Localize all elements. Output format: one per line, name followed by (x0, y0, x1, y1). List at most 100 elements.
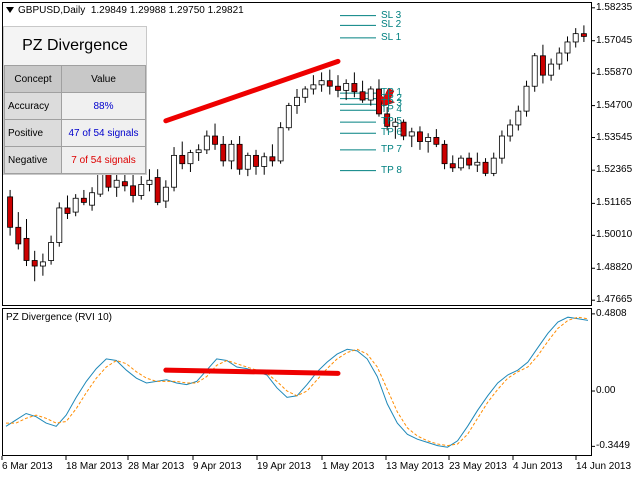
candle (531, 53, 538, 92)
time-axis-label: 9 Apr 2013 (193, 461, 242, 472)
candle (466, 152, 473, 170)
candle (130, 173, 136, 203)
candle (154, 169, 161, 206)
candle (548, 58, 555, 81)
stats-table: Concept Value Accuracy 88% Positive 47 o… (4, 65, 146, 174)
indicator-title: PZ Divergence (RVI 10) (6, 312, 112, 323)
candle-body (23, 237, 30, 261)
candle-body (482, 161, 489, 174)
candle-body (138, 184, 145, 196)
candle-body (31, 260, 38, 267)
candle (343, 79, 350, 101)
level-label: TP 4 (381, 104, 402, 116)
stats-row-concept: Negative (4, 146, 62, 174)
time-axis-label: 4 Jun 2013 (513, 461, 563, 472)
candle (195, 144, 202, 161)
level-label: SL 1 (381, 31, 402, 43)
candle-body (277, 127, 284, 162)
candle (80, 189, 87, 206)
candle (146, 169, 153, 192)
time-axis-label: 14 Jun 2013 (576, 461, 632, 472)
candle-body (154, 177, 161, 203)
candle-body (195, 149, 202, 154)
candle-body (269, 156, 276, 162)
candle (138, 176, 145, 200)
symbol-timeframe: GBPUSD,Daily (18, 5, 86, 16)
candle-body (384, 113, 391, 127)
candle (302, 86, 309, 103)
candle-body (236, 143, 243, 170)
candle-body (302, 88, 309, 98)
candle (474, 152, 481, 172)
candle (449, 155, 456, 172)
candle (351, 72, 358, 98)
candle (285, 102, 292, 131)
candle (203, 130, 210, 154)
candle-body (564, 41, 571, 54)
level-label: TP 8 (381, 164, 402, 176)
chart-header: GBPUSD,Daily 1.29849 1.29988 1.29750 1.2… (6, 5, 244, 16)
candle-body (56, 207, 63, 243)
stats-row-value: 7 of 54 signals (61, 146, 146, 174)
candle-body (343, 83, 350, 91)
candle-body (425, 137, 432, 142)
candle-body (187, 152, 194, 165)
candle (72, 194, 79, 217)
candle-body (146, 179, 153, 185)
candle (294, 88, 300, 114)
rvi-signal-line (6, 316, 589, 447)
candle (384, 106, 391, 131)
candle (482, 158, 489, 177)
candle (64, 195, 71, 220)
stats-row-value: 88% (61, 92, 146, 120)
candle-body (515, 110, 522, 126)
candle (556, 47, 563, 70)
candle-body (556, 52, 563, 65)
candle (408, 127, 415, 148)
level-label: SL 2 (381, 19, 402, 31)
candle (244, 152, 251, 177)
candle-body (97, 171, 104, 195)
candle-body (162, 186, 169, 202)
level-label: TP 2 (381, 92, 402, 104)
price-axis-label: 1.57045 (596, 34, 633, 46)
price-divergence-line (163, 58, 341, 124)
candle (187, 149, 194, 172)
level-label: TP 3 (381, 98, 402, 110)
indicator-divergence-line (163, 367, 341, 376)
time-axis-label: 23 May 2013 (449, 461, 507, 472)
time-axis-label: 19 Apr 2013 (257, 461, 311, 472)
candle-body (212, 135, 218, 145)
candle-body (39, 261, 46, 267)
candle (318, 72, 325, 92)
candle (564, 36, 571, 62)
symbol-dropdown-icon[interactable] (6, 7, 14, 14)
stats-row-concept: Positive (4, 119, 62, 147)
indicator-axis-label: -0.3449 (596, 440, 630, 452)
candle-body (72, 197, 79, 213)
price-axis-label: 1.53545 (596, 131, 633, 143)
candle-body (458, 157, 464, 169)
candle-body (285, 105, 292, 129)
candle-body (490, 157, 497, 174)
candle-body (523, 85, 530, 112)
stats-panel-title: PZ Divergence (4, 27, 146, 65)
candle (425, 133, 432, 153)
candle (179, 141, 186, 170)
sell-arrow-icon (378, 88, 396, 107)
price-axis-label: 1.50010 (596, 229, 633, 241)
candle-body (318, 80, 325, 86)
candle-body (417, 131, 423, 142)
candle-body (89, 192, 96, 206)
candle-body (498, 135, 505, 159)
candle-body (15, 226, 22, 245)
sub-chart-frame (2, 308, 592, 456)
candle-body (228, 143, 235, 162)
candle-body (580, 33, 587, 37)
level-label: SL 3 (381, 9, 402, 21)
candle-body (466, 157, 473, 166)
candle (261, 152, 268, 175)
main-chart-frame (2, 2, 592, 306)
candle (539, 44, 546, 84)
